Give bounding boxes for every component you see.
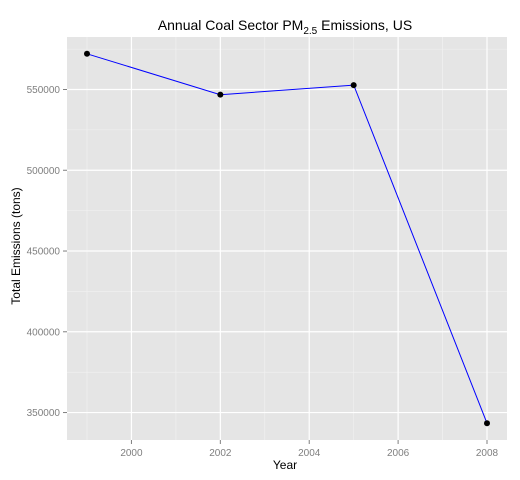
x-axis: 2000 2002 2004 2006 2008 bbox=[120, 440, 498, 459]
chart-title-main: Annual Coal Sector PM bbox=[158, 17, 304, 33]
chart-title-subscript: 2.5 bbox=[303, 26, 317, 37]
x-tick-label: 2008 bbox=[476, 448, 499, 459]
x-tick-label: 2000 bbox=[120, 448, 143, 459]
data-point bbox=[84, 51, 90, 57]
chart-title: Annual Coal Sector PM2.5 Emissions, US bbox=[158, 17, 412, 37]
chart-title-suffix: Emissions, US bbox=[317, 17, 412, 33]
x-tick-label: 2002 bbox=[209, 448, 232, 459]
y-tick-label: 450000 bbox=[27, 247, 61, 258]
y-tick-label: 550000 bbox=[27, 85, 61, 96]
y-tick-label: 400000 bbox=[27, 327, 61, 338]
data-point bbox=[484, 420, 490, 426]
y-tick-label: 350000 bbox=[27, 408, 61, 419]
y-axis-title: Total Emissions (tons) bbox=[9, 187, 23, 304]
data-point bbox=[351, 82, 357, 88]
data-point bbox=[217, 92, 223, 98]
plot-panel bbox=[67, 37, 507, 440]
y-axis: 350000 400000 450000 500000 550000 bbox=[27, 85, 67, 419]
x-tick-label: 2004 bbox=[298, 448, 321, 459]
x-tick-label: 2006 bbox=[387, 448, 410, 459]
y-tick-label: 500000 bbox=[27, 166, 61, 177]
x-axis-title: Year bbox=[273, 458, 297, 472]
